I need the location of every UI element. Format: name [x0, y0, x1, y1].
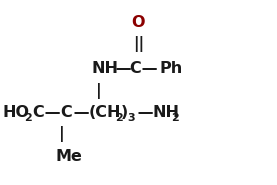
Text: Ph: Ph: [159, 61, 183, 76]
Text: (CH: (CH: [89, 105, 121, 120]
Text: ): ): [120, 105, 128, 120]
Text: —: —: [110, 61, 137, 76]
Text: HO: HO: [3, 105, 30, 120]
Text: 2: 2: [24, 113, 32, 123]
Text: C: C: [129, 61, 140, 76]
Text: ||: ||: [133, 36, 144, 52]
Text: —: —: [132, 105, 159, 120]
Text: —: —: [39, 105, 66, 120]
Text: 3: 3: [127, 113, 135, 123]
Text: O: O: [132, 15, 145, 30]
Text: 2: 2: [171, 113, 179, 123]
Text: C: C: [60, 105, 72, 120]
Text: 2: 2: [116, 113, 123, 123]
Text: C: C: [32, 105, 43, 120]
Text: —: —: [136, 61, 163, 76]
Text: NH: NH: [91, 61, 118, 76]
Text: |: |: [60, 126, 65, 142]
Text: —: —: [68, 105, 95, 120]
Text: NH: NH: [153, 105, 180, 120]
Text: Me: Me: [55, 149, 82, 164]
Text: |: |: [96, 83, 101, 99]
